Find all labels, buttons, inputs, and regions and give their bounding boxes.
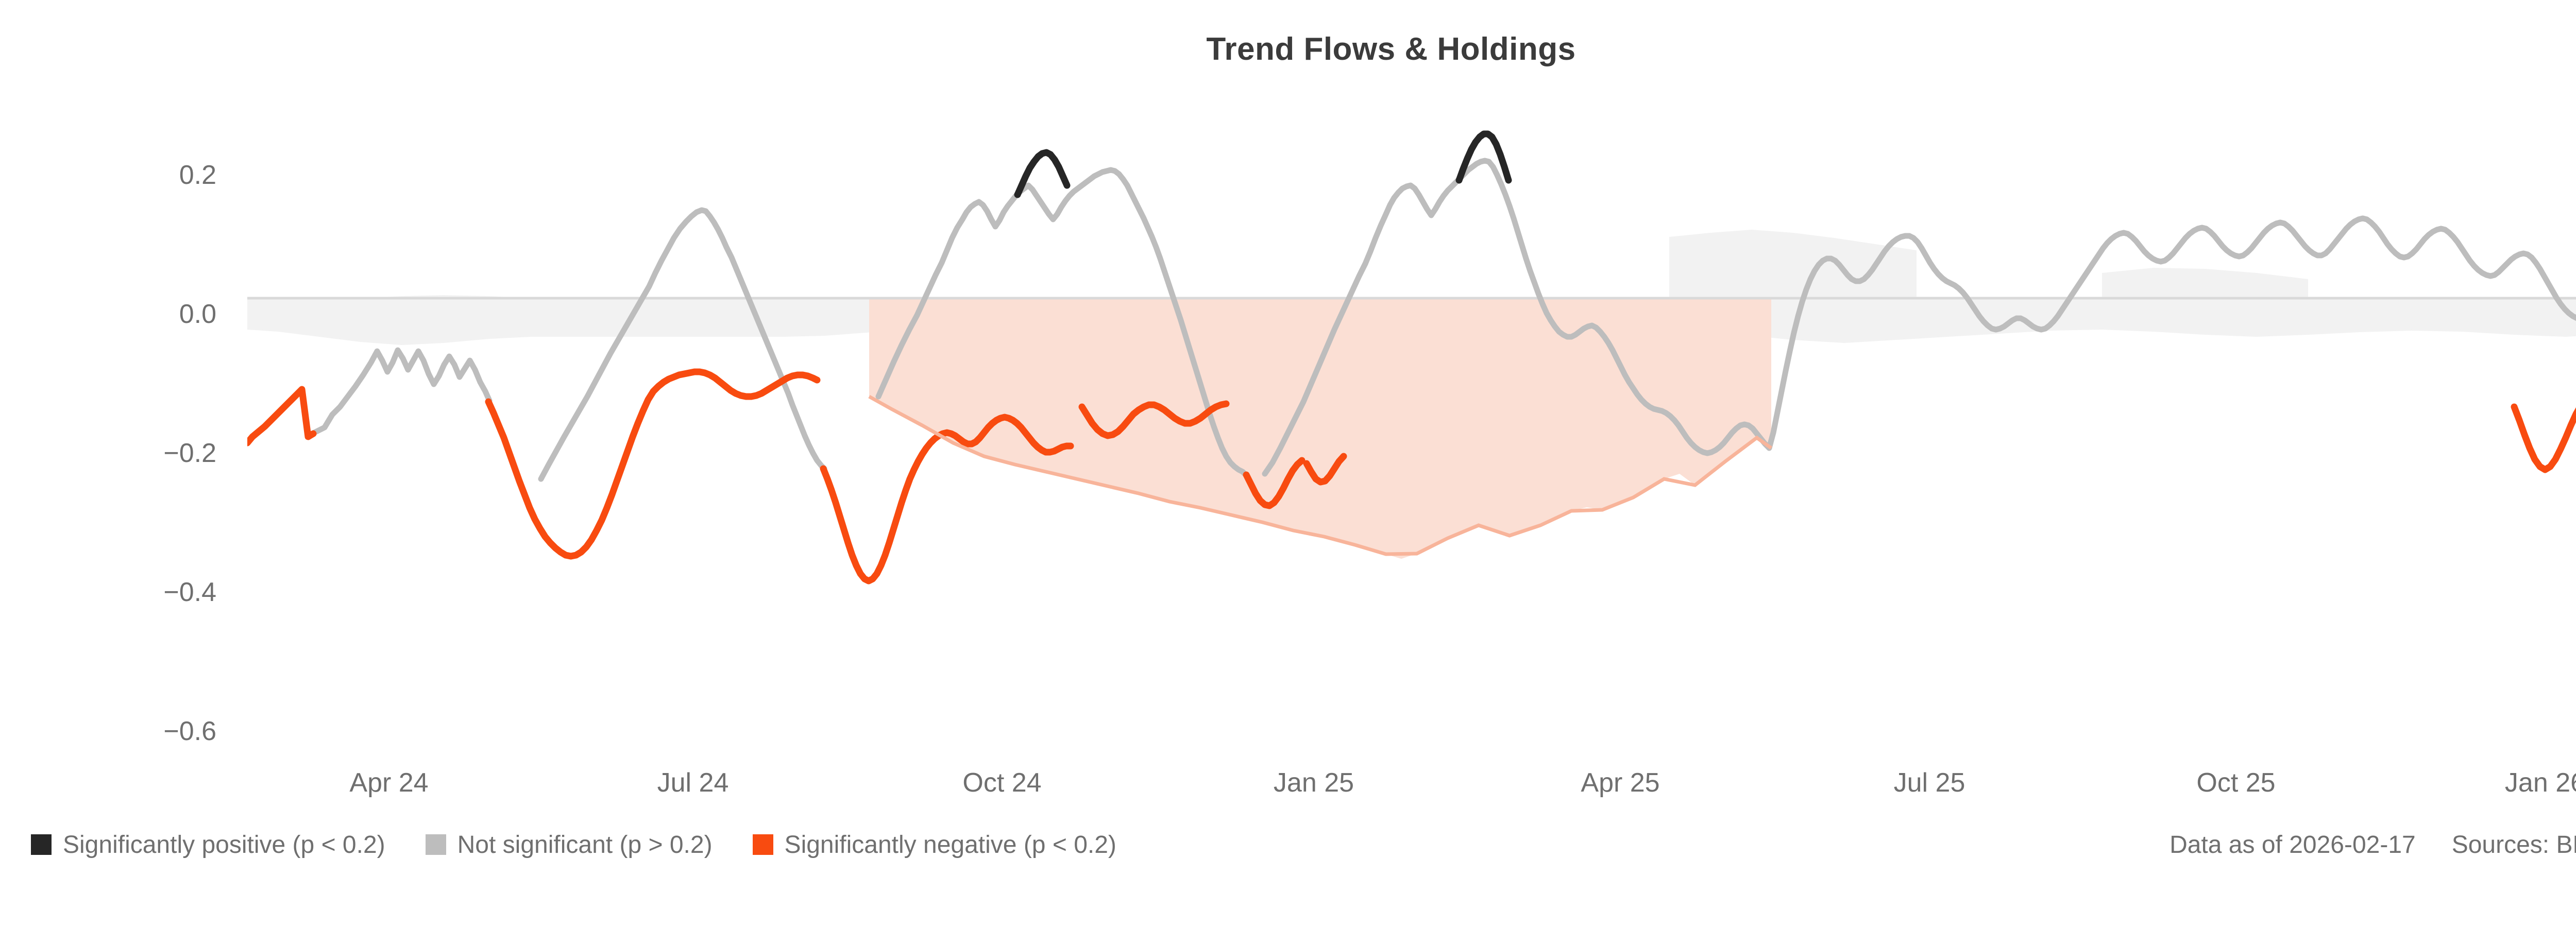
chart-svg [247, 130, 2576, 585]
x-tick-label-4: Apr 25 [1581, 768, 1660, 798]
series-not-significant-3 [875, 167, 1248, 477]
series-not-significant-4 [1262, 158, 2576, 477]
legend-not-significant: Not significant (p > 0.2) [425, 831, 713, 859]
series-significant-negative-2 [485, 368, 821, 560]
chart-legend: Significantly positive (p < 0.2) Not sig… [31, 824, 2576, 865]
series-significant-negative-1 [247, 386, 317, 447]
legend-label-positive: Significantly positive (p < 0.2) [63, 831, 385, 859]
legend-significantly-negative: Significantly negative (p < 0.2) [752, 831, 1116, 859]
series-not-significant-2 [538, 207, 827, 482]
sources-label: Sources: BNY, WM/Refinitiv [2451, 831, 2576, 859]
x-tick-label-5: Jul 25 [1893, 768, 1965, 798]
series-significant-negative-3 [820, 414, 1074, 585]
y-tick-label-4: −0.6 [163, 716, 216, 746]
x-tick-label-6: Oct 25 [2196, 768, 2276, 798]
x-tick-label-7: Jan 26 [2504, 768, 2576, 798]
series-significant-positive-1 [1014, 149, 1071, 198]
chart-title: Trend Flows & Holdings [1206, 31, 1576, 67]
highlight-lower-envelope [868, 394, 1773, 556]
legend-significantly-positive: Significantly positive (p < 0.2) [31, 831, 385, 859]
x-tick-label-0: Apr 24 [349, 768, 429, 798]
legend-swatch-neutral-icon [425, 834, 446, 855]
uncertainty-band-right2 [2102, 268, 2308, 298]
x-tick-label-2: Oct 24 [962, 768, 1042, 798]
series-significant-negative-5 [1243, 457, 1306, 509]
highlight-region [869, 298, 1771, 559]
series-significant-positive-2 [1455, 130, 1512, 184]
legend-swatch-negative-icon [752, 834, 773, 855]
y-tick-label-2: −0.2 [163, 438, 216, 468]
y-tick-label-1: 0.0 [179, 299, 216, 329]
data-as-of-label: Data as of 2026-02-17 [2170, 831, 2416, 859]
legend-label-neutral: Not significant (p > 0.2) [457, 831, 713, 859]
series-significant-negative-4 [1078, 400, 1230, 439]
x-tick-label-1: Jul 24 [657, 768, 729, 798]
series-not-significant [311, 347, 493, 436]
plot-area [247, 118, 2576, 731]
y-tick-label-3: −0.4 [163, 577, 216, 607]
series-significant-negative-6 [1303, 453, 1347, 486]
legend-swatch-positive-icon [31, 834, 52, 855]
y-tick-label-0: 0.2 [179, 160, 216, 190]
x-tick-label-3: Jan 25 [1273, 768, 1354, 798]
series-significant-negative-7 [2511, 403, 2576, 473]
legend-label-negative: Significantly negative (p < 0.2) [784, 831, 1116, 859]
